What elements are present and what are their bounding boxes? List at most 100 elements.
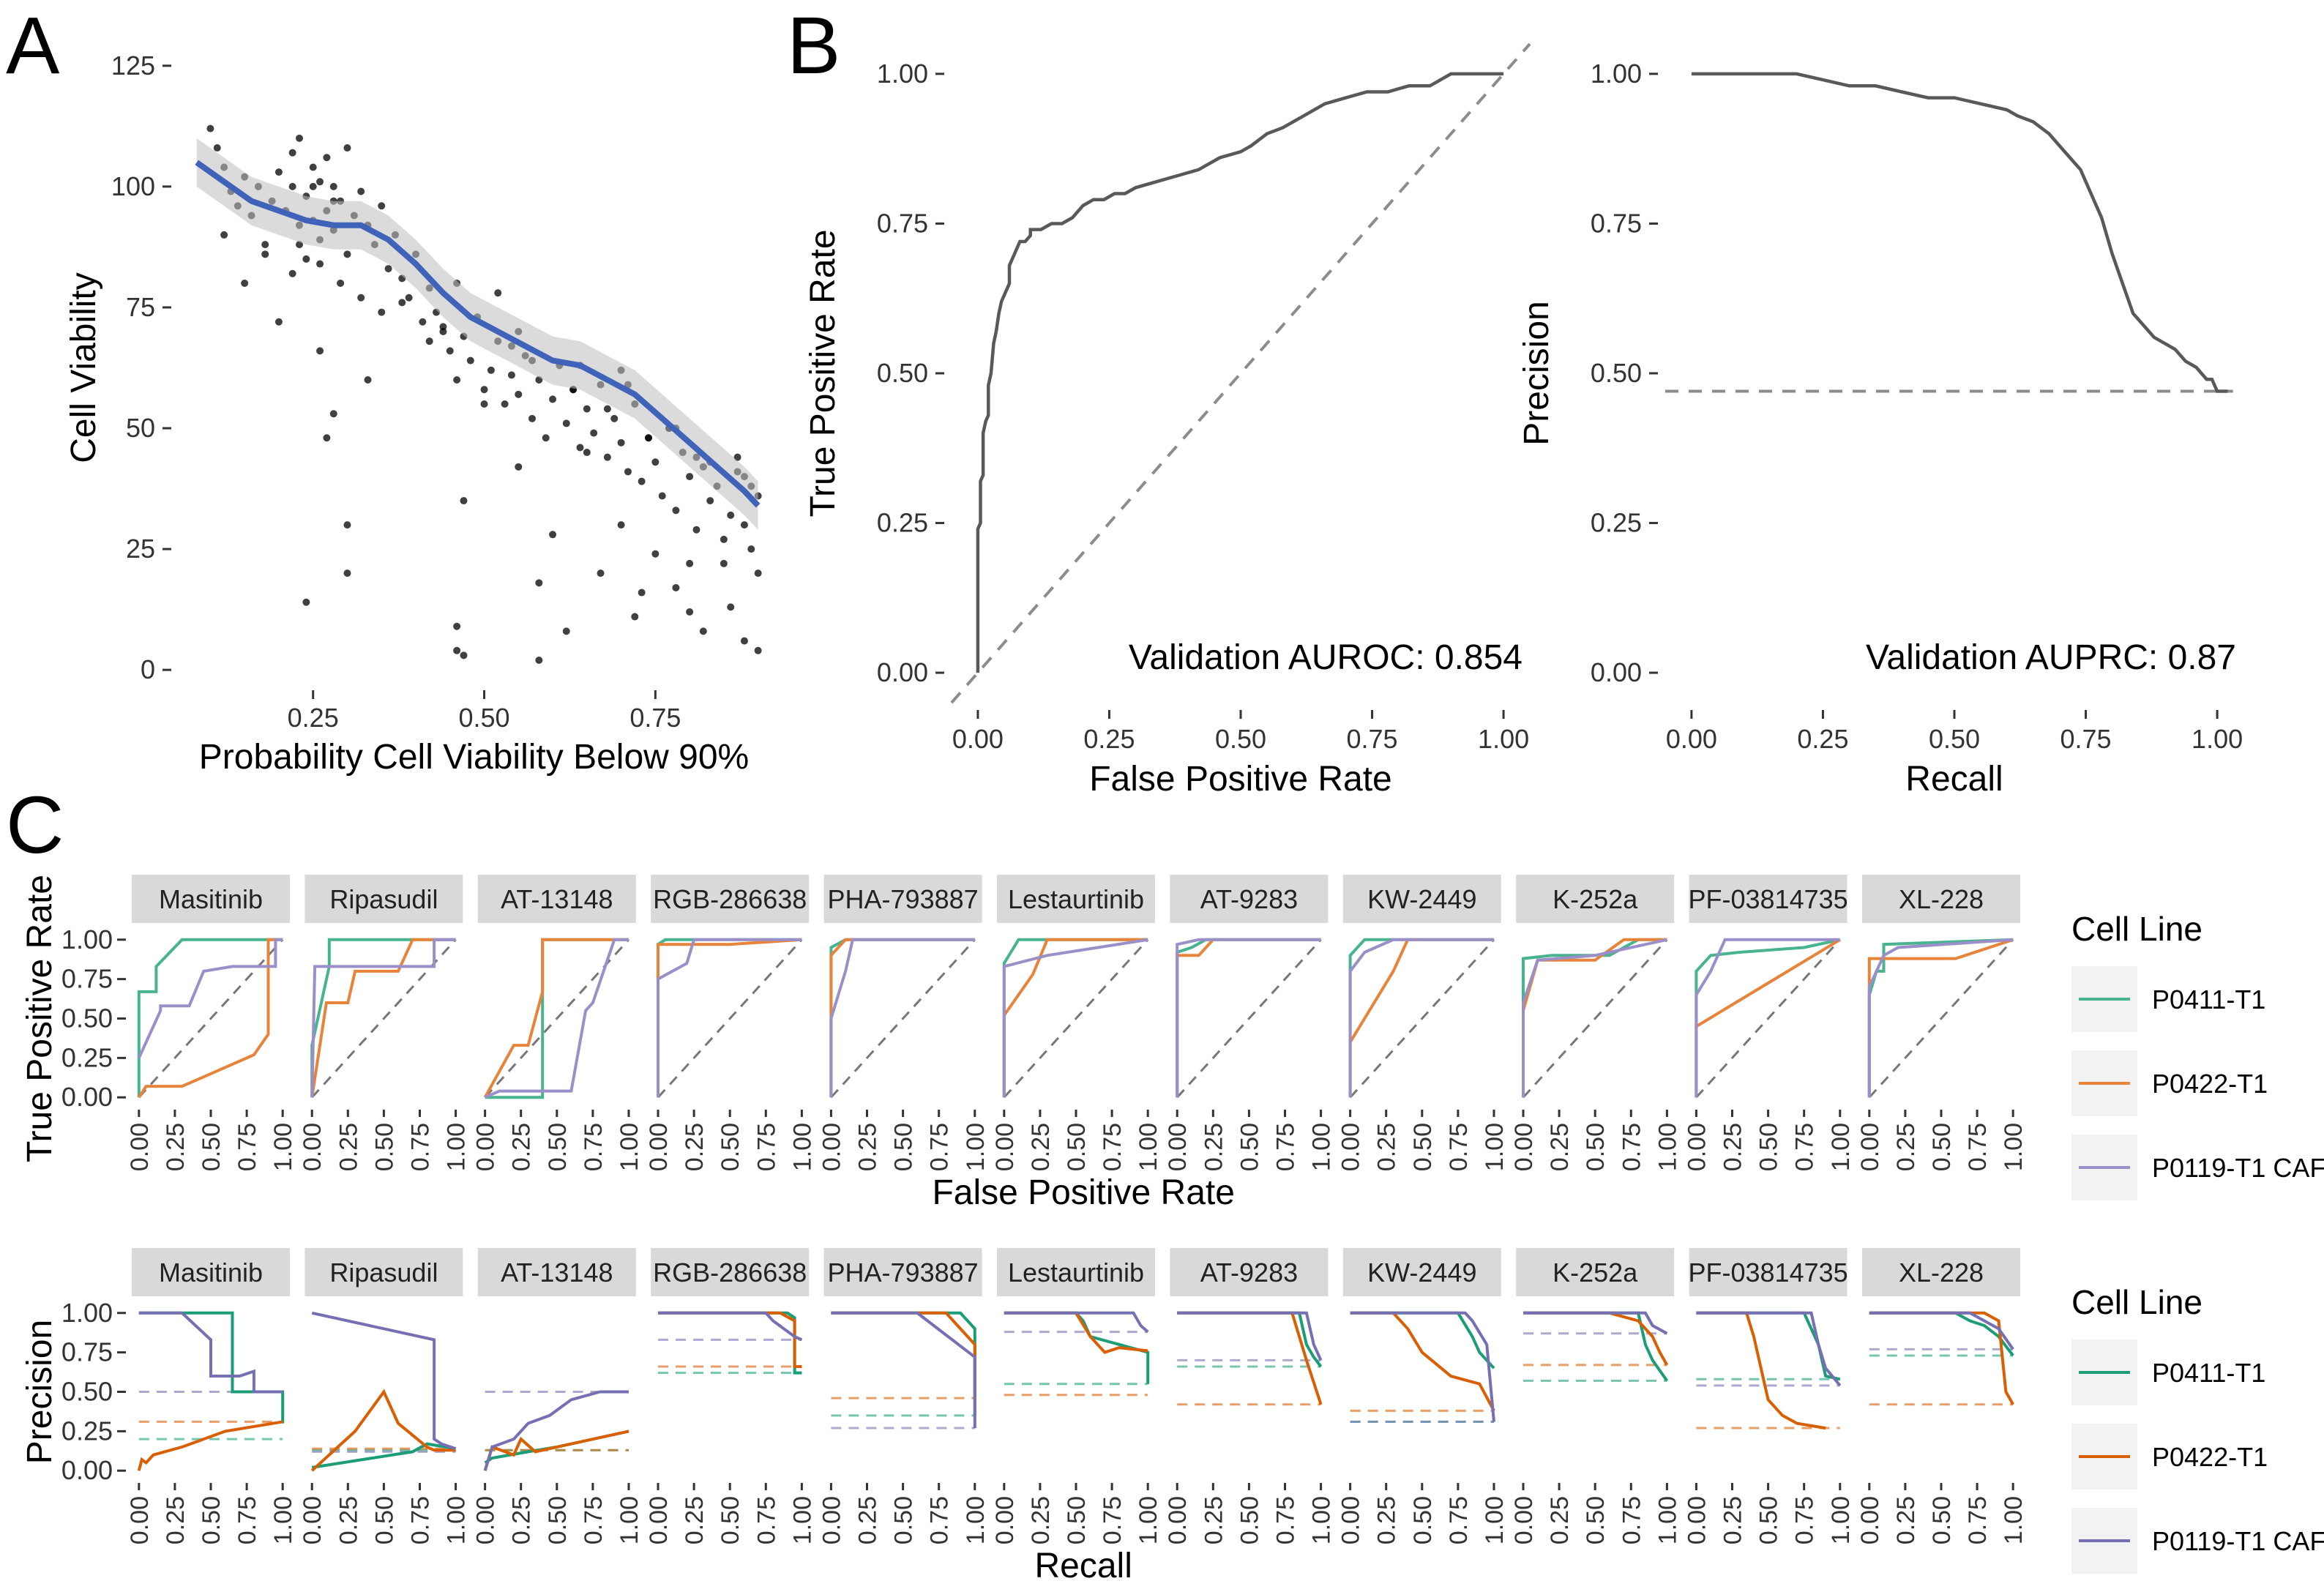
x-tick-label: 0.75 [233,1496,261,1544]
y-tick-label: 0.25 [1591,508,1642,538]
x-axis-title: Probability Cell Viability Below 90% [199,738,749,777]
series-line [310,1389,456,1472]
data-point [740,637,748,645]
reference-diagonal [950,42,1531,704]
facet-title: AT-13148 [501,1257,613,1288]
x-tick-label: 1.00 [1308,1123,1336,1171]
x-axis-title: Recall [1035,1547,1132,1585]
legend-label: P0119-T1 CAF [2152,1153,2324,1183]
data-point [261,250,269,258]
x-tick-label: 1.00 [1478,724,1529,754]
data-point [507,371,515,379]
y-tick-label: 100 [111,171,155,201]
x-tick-label: 0.50 [1063,1496,1091,1544]
series-line [311,1311,457,1450]
curve-line [1691,72,2228,393]
data-point [302,255,310,263]
x-tick-label: 0.00 [818,1123,845,1171]
x-tick-label: 0.25 [508,1123,536,1171]
x-tick-label: 0.25 [335,1123,362,1171]
facet-title: KW-2449 [1367,884,1476,914]
x-tick-label: 0.75 [406,1123,434,1171]
x-tick-label: 0.50 [1928,1123,1956,1171]
facet-strip [1342,875,1501,923]
x-tick-label: 0.25 [681,1496,709,1544]
x-tick-label: 1.00 [788,1496,816,1544]
x-tick-label: 0.50 [370,1123,398,1171]
x-tick-label: 0.00 [645,1123,673,1171]
x-tick-label: 1.00 [1308,1496,1336,1544]
y-axis-title: Precision [20,1320,59,1464]
panel-label-a: A [6,1,60,91]
series-line [657,938,802,1098]
data-point [727,511,735,519]
data-point [288,149,296,157]
data-point [549,531,557,539]
x-tick-label: 0.75 [1271,1123,1299,1171]
x-tick-label: 0.25 [1200,1123,1228,1171]
facet-title: Lestaurtinib [1008,884,1144,914]
reference-diagonal [1003,938,1149,1099]
data-point [241,279,249,287]
data-point [343,250,351,258]
data-point [288,269,296,277]
y-tick-label: 0.00 [61,1455,113,1485]
data-point [590,429,598,437]
y-tick-label: 1.00 [1591,59,1642,89]
data-point [727,603,735,611]
facet-strip [997,1248,1155,1296]
facet-strip [1516,875,1675,923]
facet-title: PF-03814735 [1689,884,1848,914]
x-tick-label: 0.75 [1791,1123,1819,1171]
data-point [206,124,214,132]
series-line [310,938,456,1098]
y-tick-label: 75 [126,292,155,322]
series-line [138,1311,283,1394]
x-tick-label: 0.25 [1719,1496,1747,1544]
x-tick-label: 0.25 [288,703,339,733]
x-tick-label: 0.75 [629,703,681,733]
data-point [603,405,611,413]
x-tick-label: 0.25 [854,1123,882,1171]
series-line [1177,1311,1323,1361]
y-tick-label: 1.00 [877,59,928,89]
x-tick-label: 0.00 [991,1496,1019,1544]
data-point [549,395,557,403]
data-point [357,294,365,302]
x-tick-label: 0.75 [406,1496,434,1544]
data-point [316,347,324,355]
panel-b-pr: 0.00 0.00 0.25 0.25 0.50 0.50 0.75 0.75 1.00 1.00… [1517,59,2243,799]
reference-diagonal [830,938,976,1099]
data-point [720,535,728,543]
facet-strip [477,875,636,923]
y-tick-label: 125 [111,51,155,81]
data-point [740,521,748,529]
x-tick-label: 0.50 [1755,1123,1783,1171]
facet-title: Ripasudil [329,1257,438,1288]
x-tick-label: 0.25 [1546,1496,1574,1544]
x-tick-label: 0.25 [1719,1123,1747,1171]
series-line [1695,938,1840,1098]
data-point [583,449,591,457]
y-axis-title: True Positive Rate [804,229,842,517]
curve-line [976,72,1504,673]
series-line [1522,938,1667,1098]
data-point [672,583,680,591]
facet-strip [823,1248,982,1296]
facet-title: Masitinib [159,1257,263,1288]
data-point [425,337,433,345]
data-point [480,386,488,394]
x-tick-label: 0.25 [1546,1123,1574,1171]
series-line [1867,938,2014,1098]
data-point [562,419,570,427]
x-tick-label: 0.25 [854,1496,882,1544]
x-tick-label: 1.00 [2192,724,2243,754]
data-point [274,318,283,326]
data-point [754,646,762,654]
data-point [384,265,392,273]
data-point [378,308,386,316]
data-point [329,410,337,418]
x-tick-label: 1.00 [1827,1123,1855,1171]
x-tick-label: 0.50 [458,703,509,733]
x-tick-label: 1.00 [616,1496,643,1544]
